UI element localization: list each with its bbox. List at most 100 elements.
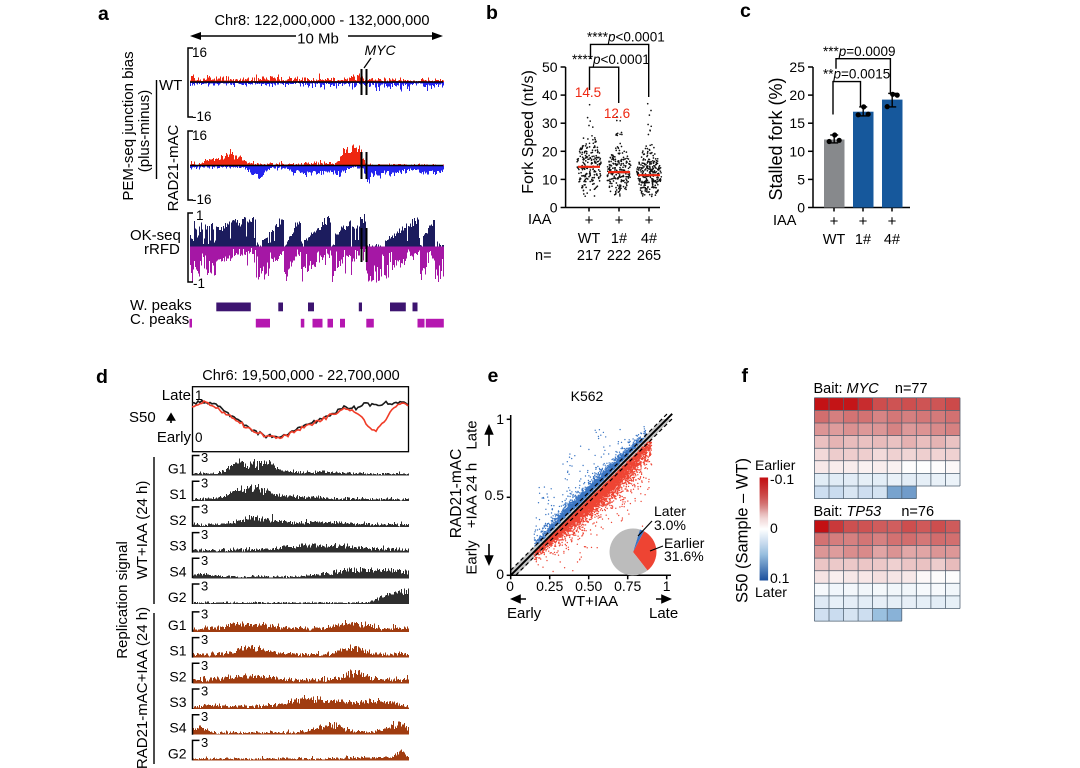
svg-text:(plus-minus): (plus-minus) — [136, 90, 153, 173]
svg-text:3: 3 — [201, 553, 208, 568]
svg-text:Late: Late — [464, 420, 481, 449]
svg-text:20: 20 — [789, 87, 805, 103]
svg-text:IAA: IAA — [528, 212, 552, 228]
svg-text:+: + — [585, 212, 594, 229]
svg-text:10 Mb: 10 Mb — [297, 30, 339, 47]
svg-text:3: 3 — [201, 684, 208, 699]
svg-text:Early: Early — [507, 605, 542, 622]
svg-text:e: e — [488, 365, 499, 387]
svg-text:Fork Speed (nt/s): Fork Speed (nt/s) — [520, 70, 537, 194]
svg-text:WT: WT — [578, 231, 601, 247]
svg-text:3: 3 — [201, 450, 208, 465]
svg-text:15: 15 — [789, 115, 805, 131]
svg-text:Early: Early — [157, 429, 192, 446]
svg-text:PEM-seq junction bias: PEM-seq junction bias — [120, 51, 137, 200]
svg-text:217: 217 — [577, 248, 601, 264]
svg-text:16: 16 — [192, 45, 207, 60]
svg-text:OK-seq: OK-seq — [130, 227, 181, 244]
svg-text:****p<0.0001: ****p<0.0001 — [572, 52, 650, 67]
svg-text:+: + — [645, 212, 654, 229]
svg-text:f: f — [742, 365, 749, 387]
svg-text:1: 1 — [663, 578, 671, 594]
svg-text:10: 10 — [542, 171, 558, 187]
svg-text:14.5: 14.5 — [575, 85, 601, 100]
svg-text:-16: -16 — [192, 192, 212, 207]
svg-text:Bait: MYC n=77: Bait: MYC n=77 — [814, 381, 928, 397]
svg-text:**p=0.0015: **p=0.0015 — [823, 67, 890, 82]
svg-text:-0.1: -0.1 — [770, 471, 794, 487]
svg-text:40: 40 — [542, 87, 558, 103]
svg-text:0: 0 — [797, 200, 805, 216]
svg-text:+: + — [615, 212, 624, 229]
svg-text:3: 3 — [201, 606, 208, 621]
svg-text:WT: WT — [159, 77, 182, 94]
svg-text:S1: S1 — [169, 643, 186, 659]
svg-text:C. peaks: C. peaks — [130, 311, 189, 328]
svg-text:12.6: 12.6 — [604, 106, 630, 121]
svg-text:Earlier: Earlier — [755, 457, 796, 473]
svg-text:G1: G1 — [168, 461, 187, 477]
svg-text:S4: S4 — [169, 563, 186, 579]
svg-text:3: 3 — [201, 527, 208, 542]
svg-text:10: 10 — [789, 143, 805, 159]
svg-text:+: + — [859, 213, 868, 230]
svg-text:c: c — [740, 0, 751, 22]
svg-text:1: 1 — [496, 411, 504, 427]
svg-text:+IAA 24 h: +IAA 24 h — [464, 463, 481, 528]
svg-text:Chr6: 19,500,000 - 22,700,000: Chr6: 19,500,000 - 22,700,000 — [202, 368, 400, 384]
svg-text:Earlier: Earlier — [664, 535, 705, 551]
svg-text:WT: WT — [823, 232, 846, 248]
svg-text:0: 0 — [506, 578, 514, 594]
svg-text:Later: Later — [654, 503, 686, 519]
svg-text:1#: 1# — [855, 232, 871, 248]
svg-text:W. peaks: W. peaks — [130, 297, 192, 314]
svg-text:16: 16 — [192, 128, 207, 143]
svg-text:G2: G2 — [168, 589, 187, 605]
svg-text:-1: -1 — [193, 276, 205, 291]
svg-text:****p<0.0001: ****p<0.0001 — [587, 30, 665, 45]
svg-text:0: 0 — [195, 430, 203, 445]
svg-text:3: 3 — [201, 579, 208, 594]
svg-text:3: 3 — [201, 501, 208, 516]
svg-text:MYC: MYC — [364, 42, 396, 58]
svg-text:50: 50 — [542, 59, 558, 75]
svg-text:Early: Early — [464, 540, 481, 575]
svg-text:***p=0.0009: ***p=0.0009 — [823, 44, 895, 59]
svg-text:b: b — [486, 2, 498, 24]
svg-text:RAD21-mAC+IAA (24 h): RAD21-mAC+IAA (24 h) — [134, 607, 151, 768]
svg-text:3: 3 — [201, 709, 208, 724]
svg-text:Later: Later — [755, 584, 787, 600]
svg-text:G2: G2 — [168, 745, 187, 761]
svg-text:0.5: 0.5 — [485, 487, 505, 503]
svg-text:S2: S2 — [169, 512, 186, 528]
svg-text:1: 1 — [196, 208, 204, 223]
svg-text:S3: S3 — [169, 538, 186, 554]
svg-text:WT+IAA: WT+IAA — [562, 593, 618, 610]
svg-text:Late: Late — [162, 387, 191, 404]
svg-text:S3: S3 — [169, 694, 186, 710]
svg-text:3.0%: 3.0% — [654, 517, 686, 533]
svg-text:d: d — [96, 366, 108, 388]
svg-text:265: 265 — [637, 248, 661, 264]
svg-text:Chr8: 122,000,000 - 132,000,00: Chr8: 122,000,000 - 132,000,000 — [214, 13, 429, 29]
svg-text:RAD21-mAC: RAD21-mAC — [165, 124, 182, 211]
svg-text:Replication signal: Replication signal — [114, 541, 131, 659]
svg-text:0.1: 0.1 — [770, 570, 790, 586]
svg-text:0: 0 — [770, 520, 778, 536]
svg-text:1: 1 — [195, 388, 203, 403]
svg-text:Late: Late — [649, 605, 678, 622]
svg-text:-16: -16 — [192, 109, 212, 124]
svg-text:rRFD: rRFD — [144, 241, 180, 258]
svg-text:5: 5 — [797, 171, 805, 187]
svg-text:Bait: TP53 n=76: Bait: TP53 n=76 — [814, 504, 935, 520]
svg-text:S4: S4 — [169, 720, 186, 736]
svg-text:20: 20 — [542, 143, 558, 159]
svg-text:31.6%: 31.6% — [664, 548, 704, 564]
svg-text:WT+IAA (24 h): WT+IAA (24 h) — [134, 481, 151, 580]
svg-text:a: a — [98, 3, 109, 25]
svg-text:3: 3 — [201, 476, 208, 491]
svg-text:3: 3 — [201, 632, 208, 647]
svg-text:3: 3 — [201, 735, 208, 750]
svg-text:25: 25 — [789, 59, 805, 75]
svg-text:S50: S50 — [129, 409, 156, 426]
